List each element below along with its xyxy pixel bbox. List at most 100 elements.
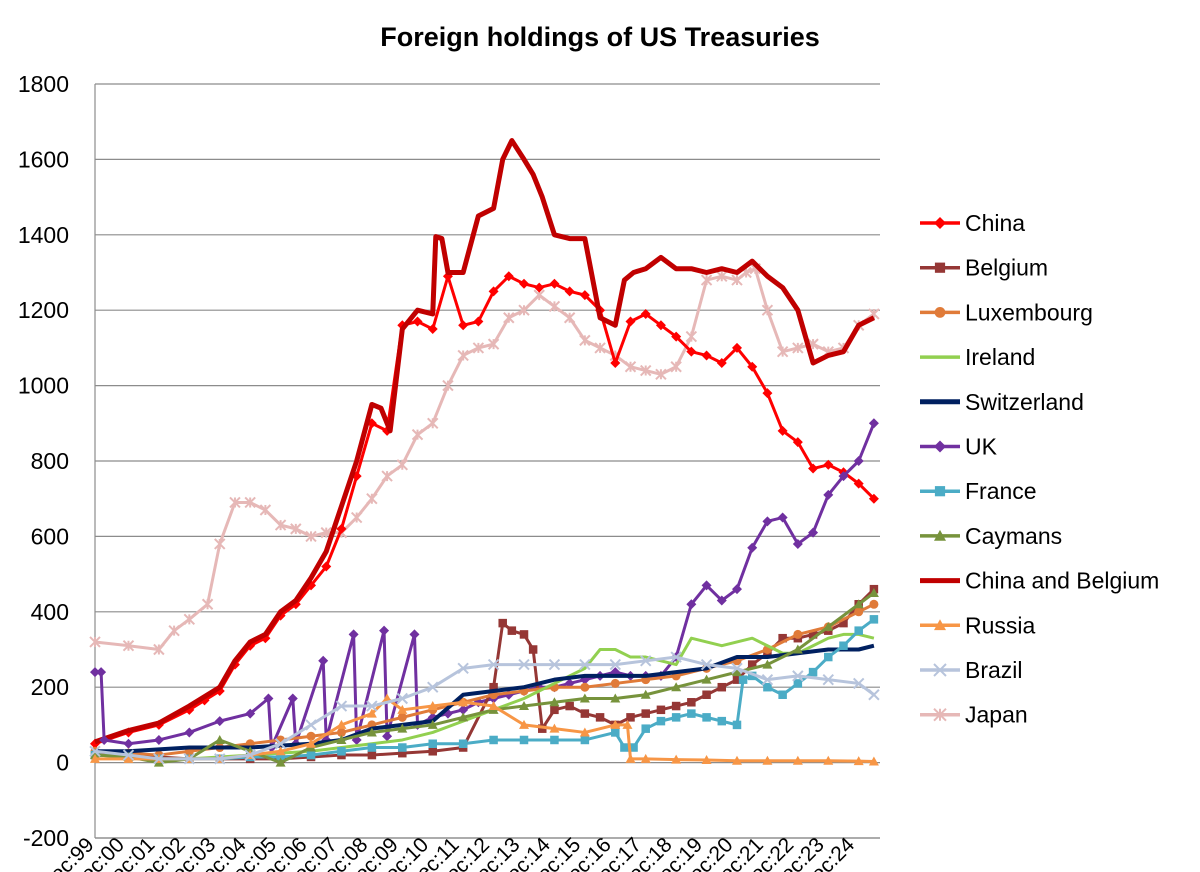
y-tick-label: -200 [23, 825, 69, 851]
data-point [641, 724, 650, 733]
data-point [762, 516, 773, 527]
data-point [778, 633, 787, 643]
data-point [686, 599, 697, 610]
data-point [244, 496, 256, 509]
data-point [184, 727, 195, 738]
data-point [214, 538, 226, 550]
data-point [214, 734, 225, 744]
data-point [717, 716, 727, 726]
data-point [685, 330, 698, 343]
data-point [640, 655, 652, 667]
y-tick-label: 1000 [18, 373, 69, 399]
data-point [868, 587, 879, 597]
data-point [611, 728, 620, 737]
data-point [731, 667, 742, 677]
data-point [519, 735, 529, 745]
y-tick-label: 0 [56, 750, 69, 776]
data-point [622, 719, 633, 729]
data-point [732, 720, 742, 730]
y-tick-label: 400 [31, 599, 69, 625]
data-point [90, 667, 100, 678]
data-point [854, 626, 863, 635]
data-point [671, 754, 682, 764]
data-point [458, 739, 468, 748]
y-tick-label: 600 [31, 523, 69, 549]
data-point [548, 300, 561, 313]
data-point [122, 749, 135, 761]
data-point [761, 304, 774, 316]
data-point [168, 624, 180, 637]
data-point [717, 682, 727, 692]
data-point [306, 738, 317, 748]
data-point [808, 667, 818, 677]
data-point [868, 493, 879, 504]
data-point [503, 271, 514, 282]
data-point [472, 342, 485, 354]
data-point [747, 671, 757, 681]
data-point [565, 701, 574, 711]
y-tick-label: 1400 [18, 222, 69, 248]
data-point [869, 615, 879, 624]
data-point [442, 379, 454, 392]
data-point [640, 753, 651, 763]
data-point [381, 470, 393, 482]
data-point [409, 629, 420, 640]
data-point [731, 662, 743, 675]
data-point [123, 753, 134, 763]
data-point [823, 621, 834, 631]
data-point [852, 677, 865, 690]
legend-label: France [965, 478, 1037, 504]
data-point [671, 713, 681, 722]
data-point [731, 584, 742, 595]
data-point [564, 286, 575, 297]
legend-label: China [965, 210, 1025, 236]
legend-item: Caymans [920, 523, 1062, 549]
data-point [276, 752, 285, 762]
data-point [398, 743, 407, 752]
data-point [287, 693, 298, 704]
data-point [640, 689, 651, 699]
legend-label: Ireland [965, 344, 1035, 370]
data-point [274, 519, 287, 531]
data-point [716, 595, 727, 606]
data-point [763, 682, 772, 692]
data-point [670, 361, 682, 373]
data-point [398, 748, 407, 758]
legend-item: Russia [920, 612, 1036, 638]
data-point [489, 682, 498, 692]
data-point [671, 701, 681, 711]
data-point [640, 308, 651, 319]
data-point [229, 496, 241, 509]
data-point [594, 342, 606, 354]
data-point [457, 662, 469, 675]
x-axis-ticks: Dec:99Dec:00Dec:01Dec:02Dec:03Dec:04Dec:… [35, 833, 859, 872]
data-point [609, 658, 621, 671]
data-point [498, 618, 507, 628]
data-point [700, 274, 713, 286]
data-point [396, 459, 409, 471]
data-point [528, 645, 538, 654]
data-point [367, 750, 377, 760]
data-point [716, 357, 727, 368]
data-point [306, 731, 316, 741]
data-point [839, 618, 848, 628]
series-switzerland [95, 643, 875, 754]
data-point [245, 708, 256, 719]
data-point [640, 364, 652, 377]
data-point [427, 719, 438, 729]
data-point [550, 705, 559, 715]
legend-item: Japan [920, 702, 1028, 728]
data-point [336, 727, 346, 737]
y-tick-label: 1600 [18, 146, 69, 172]
series-china-and-belgium [94, 138, 876, 745]
data-point [183, 753, 196, 765]
data-point [655, 368, 667, 380]
legend-label: Japan [965, 702, 1028, 728]
data-point [732, 675, 742, 684]
data-point [337, 747, 346, 756]
data-point [305, 530, 317, 543]
legend-item: Brazil [920, 657, 1023, 683]
data-point [701, 674, 712, 684]
data-point [519, 719, 530, 729]
